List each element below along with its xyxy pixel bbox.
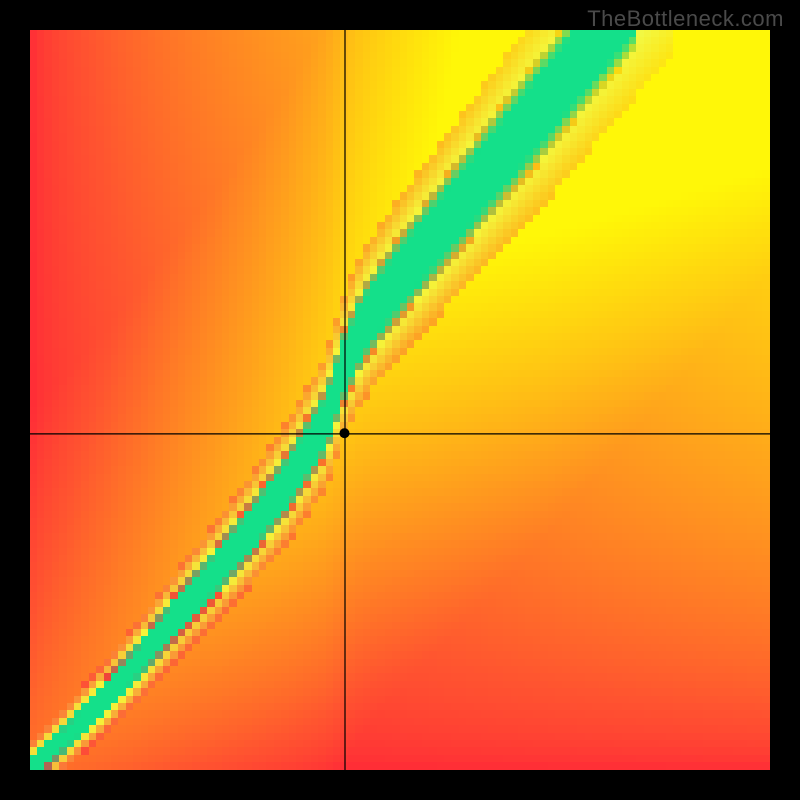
heatmap-canvas xyxy=(30,30,770,770)
chart-container: TheBottleneck.com xyxy=(0,0,800,800)
plot-area xyxy=(30,30,770,770)
watermark-text: TheBottleneck.com xyxy=(587,6,784,32)
